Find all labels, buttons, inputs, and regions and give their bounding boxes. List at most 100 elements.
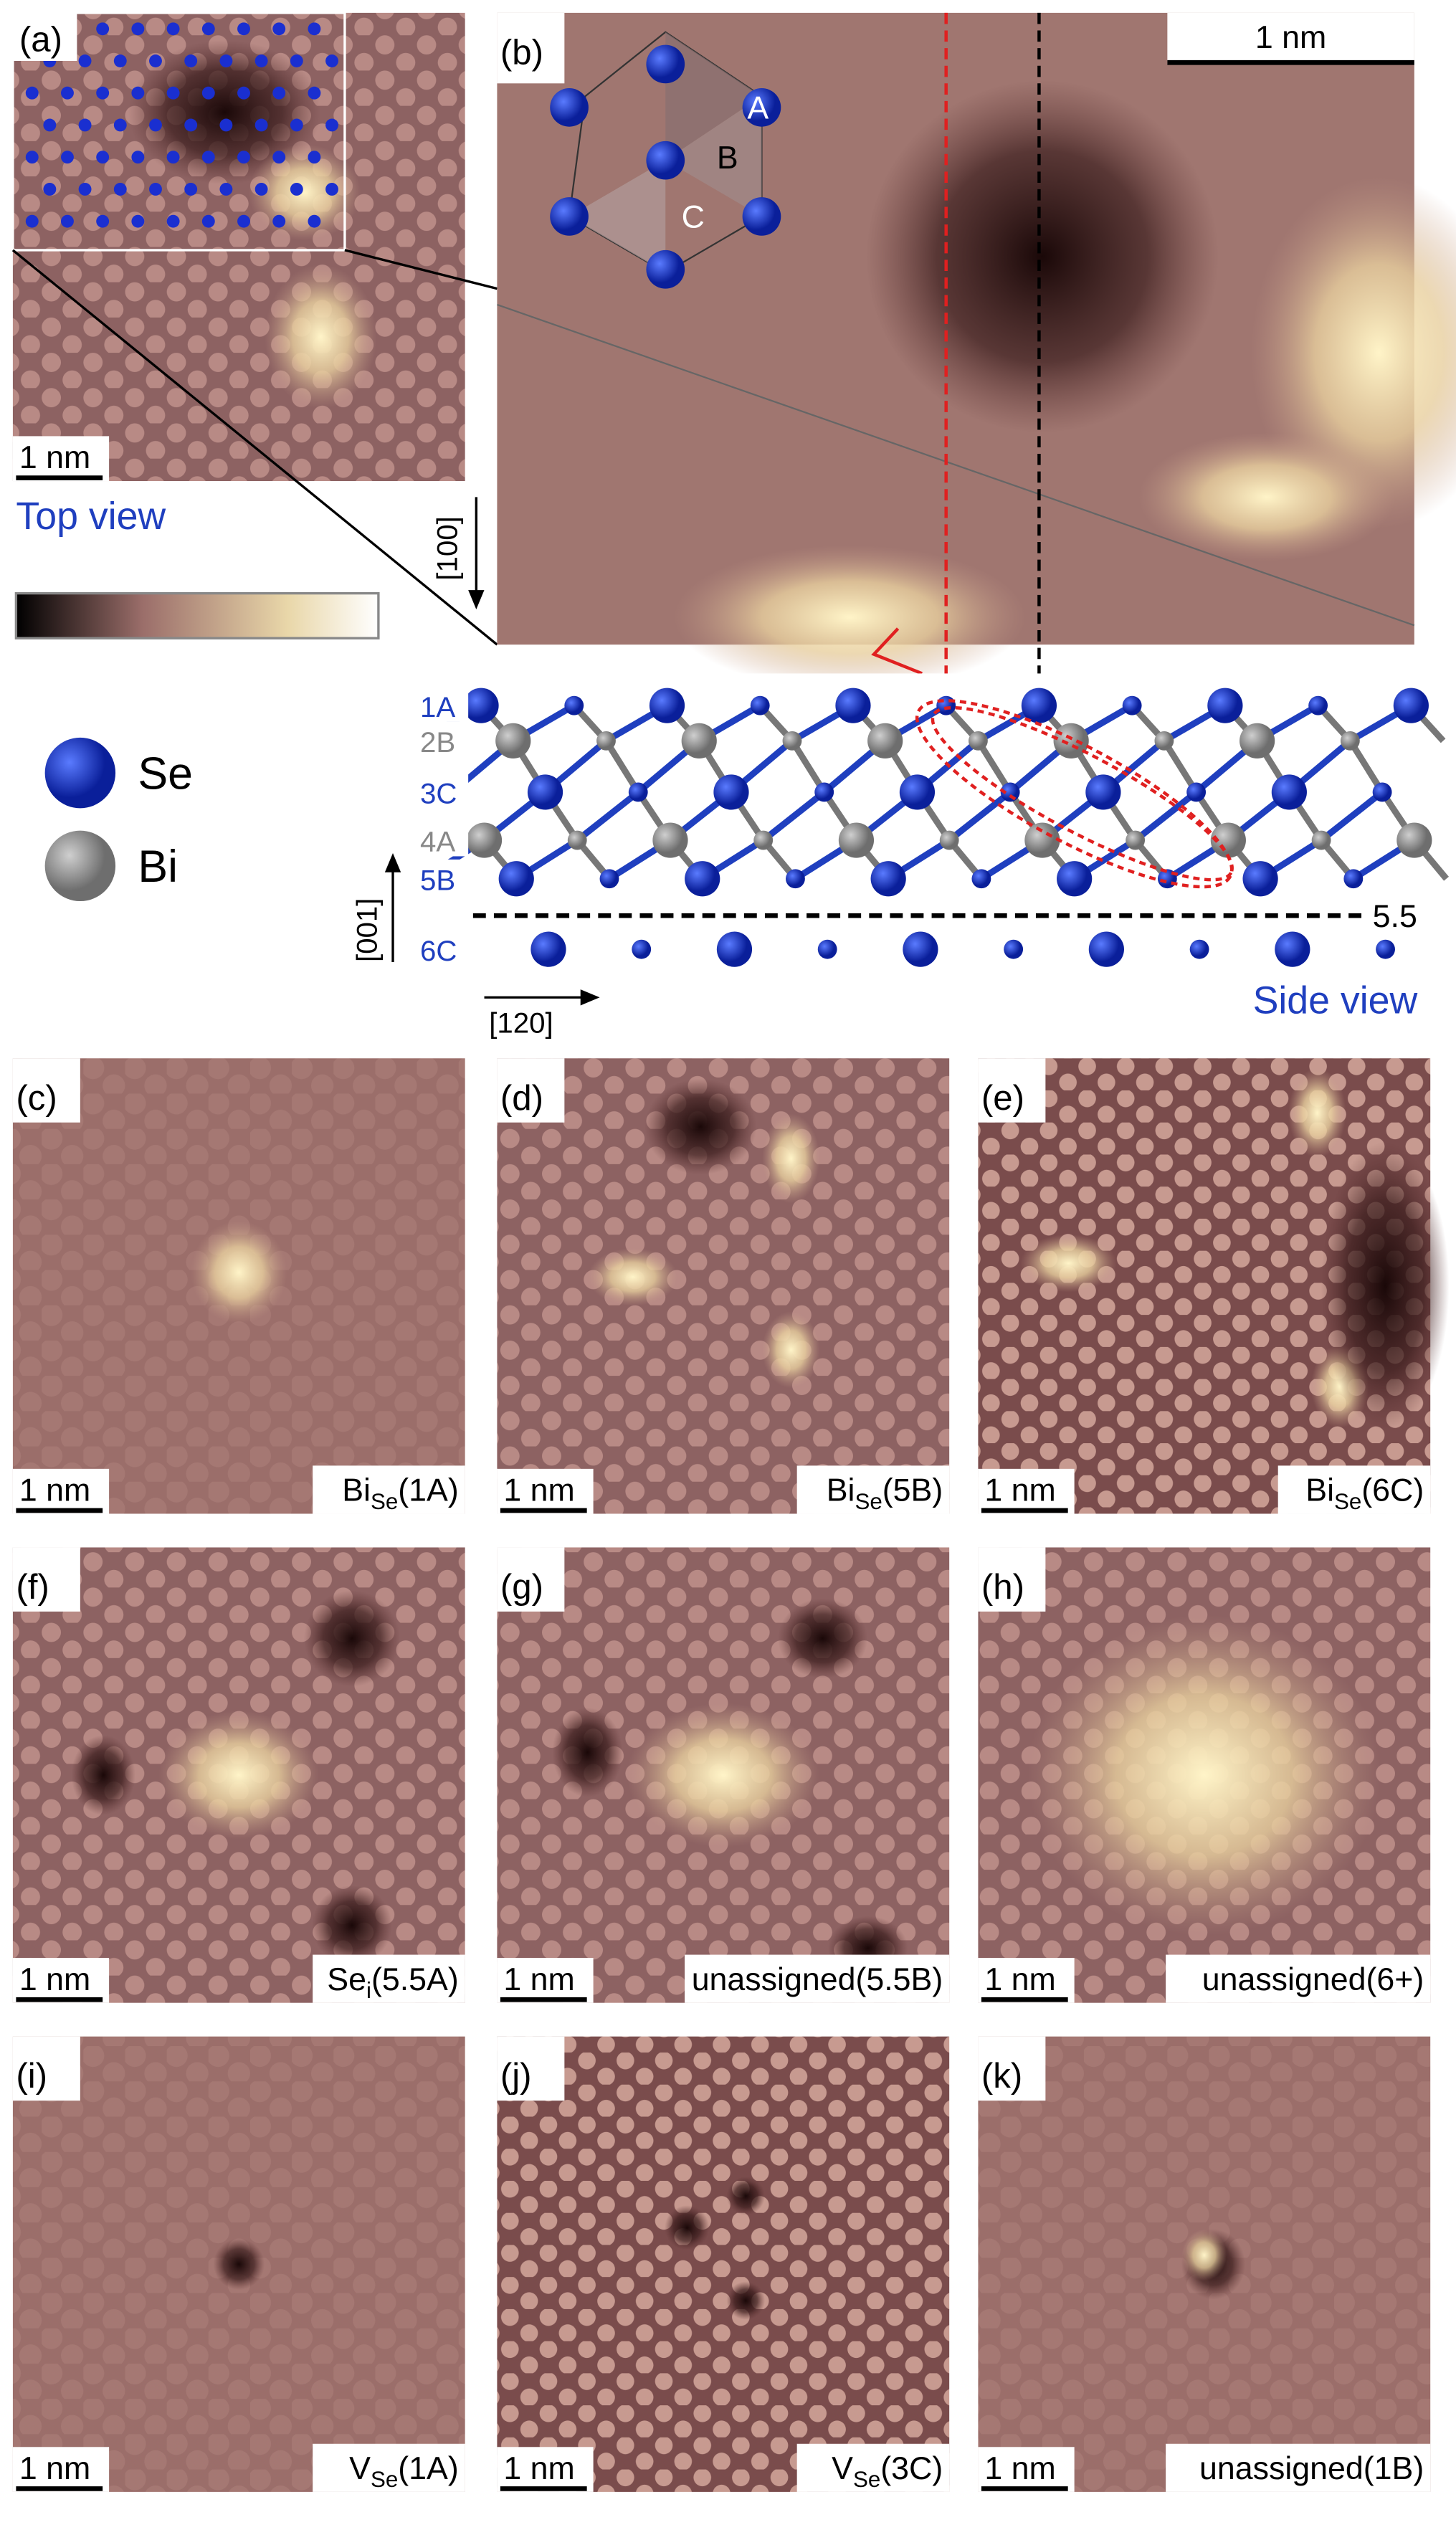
panel-label: (g) xyxy=(500,1567,543,1607)
panel-b: A B C (b) 1 nm [100] xyxy=(431,12,1456,693)
zoom-line xyxy=(344,249,498,290)
label-bg xyxy=(410,773,469,809)
bi-atom xyxy=(567,830,587,850)
atom-dot xyxy=(113,118,127,132)
bi-atom xyxy=(652,822,688,858)
atom-dot xyxy=(325,118,338,132)
atom-dot xyxy=(237,214,250,228)
panel-label: (c) xyxy=(16,1078,57,1118)
label-bg xyxy=(978,1547,1046,1612)
layer-label: 6C xyxy=(420,935,457,967)
label-bg xyxy=(12,436,110,482)
bond xyxy=(761,789,827,843)
dark-region xyxy=(128,39,321,185)
highlight xyxy=(915,699,1234,889)
layer-label: 5B xyxy=(420,864,455,896)
atom-dot xyxy=(254,182,268,196)
atom-dot xyxy=(113,54,127,67)
caption-base: Bi xyxy=(827,1473,855,1508)
legend-label: Bi xyxy=(138,842,178,892)
se-atom xyxy=(527,774,563,810)
bright-region xyxy=(627,1703,819,1847)
label-bg xyxy=(313,1465,465,1514)
panel-label: (d) xyxy=(500,1078,543,1118)
atom-dot xyxy=(131,214,145,228)
bi-atom xyxy=(1154,731,1174,751)
atom-dot xyxy=(131,151,145,164)
se-atoms xyxy=(550,44,781,289)
caption-base: V xyxy=(349,2451,371,2486)
defect-caption: BiSe(6C) xyxy=(1305,1473,1424,1514)
caption-site: (6C) xyxy=(1361,1473,1424,1508)
atom-dot xyxy=(201,86,215,100)
defect-caption: unassigned(6+) xyxy=(1202,1962,1424,1997)
se-atom xyxy=(1271,774,1307,810)
caption-site: (3C) xyxy=(880,2451,943,2486)
atom-dot xyxy=(61,151,74,164)
label-bg xyxy=(497,1547,565,1612)
bi-atom xyxy=(838,822,875,858)
label-bg xyxy=(796,1465,950,1514)
atom-dot xyxy=(308,151,321,164)
caption-site: (5.5A) xyxy=(371,1962,459,1997)
se-atom xyxy=(1186,782,1207,802)
atom-dot xyxy=(290,182,303,196)
scale-bar-label: 1 nm xyxy=(503,2451,574,2486)
scale-bar-label: 1 nm xyxy=(1255,20,1326,55)
atom-dot xyxy=(113,182,127,196)
panel: (c) 1 nm BiSe(1A) xyxy=(12,1058,465,1514)
bright-region xyxy=(1181,2229,1227,2281)
atom-dot xyxy=(290,54,303,67)
bond xyxy=(603,739,642,794)
side-bg xyxy=(472,673,1419,971)
bright-region xyxy=(158,1711,320,1840)
zoom-box xyxy=(11,11,346,252)
atom-dot xyxy=(166,86,180,100)
caption-site: (1A) xyxy=(398,2451,458,2486)
label-bg xyxy=(796,2443,950,2492)
atom-dot xyxy=(96,86,110,100)
se-atom xyxy=(463,688,499,723)
se-atom xyxy=(599,869,619,889)
se-atom xyxy=(971,869,991,889)
panel-a: (a) 1 nm Top view xyxy=(11,11,465,538)
se-atom xyxy=(1372,782,1392,802)
label-bg xyxy=(12,2447,110,2492)
bond xyxy=(789,739,827,794)
bond xyxy=(947,789,1012,843)
label-bg xyxy=(12,1547,80,1612)
defect-caption: BiSe(5B) xyxy=(827,1473,943,1514)
defect-panels: (c)1 nm BiSe(1A)(d)1 nm BiSe(5B)(e)1 nm BiS… xyxy=(12,1058,1450,2492)
direction-label: [001] xyxy=(351,898,384,963)
label-bg xyxy=(497,2447,594,2492)
legend-swatch xyxy=(44,830,116,902)
se-atom xyxy=(1088,931,1124,967)
layer-label: 4A xyxy=(420,826,455,858)
dark-region xyxy=(71,1735,135,1815)
label-bg xyxy=(497,1058,565,1123)
scale-bar-label: 1 nm xyxy=(503,1473,574,1508)
bright-region xyxy=(762,1113,820,1204)
panel-label: (b) xyxy=(500,32,543,72)
dark-region xyxy=(552,1707,623,1797)
panel: (i) 1 nm VSe(1A) xyxy=(12,2036,465,2492)
atom-dot xyxy=(131,22,145,36)
red-arrow xyxy=(871,627,923,675)
scale-bar-label: 1 nm xyxy=(503,1962,574,1997)
atom-dot xyxy=(166,214,180,228)
bright-region xyxy=(1138,432,1395,561)
scale-bar-label: 1 nm xyxy=(19,1962,90,1997)
dark-region xyxy=(1321,1141,1450,1431)
arrow-head xyxy=(384,852,401,872)
atom-dot xyxy=(325,54,338,67)
panel: (h) 1 nm unassigned(6+) xyxy=(978,1547,1431,2003)
caption-subscript: Se xyxy=(853,2467,880,2492)
layer-label: 3C xyxy=(420,778,457,810)
se-atom xyxy=(1004,939,1024,959)
defect-caption: Sei(5.5A) xyxy=(327,1962,458,2003)
atom-dot xyxy=(325,182,338,196)
label-bg xyxy=(410,859,469,895)
